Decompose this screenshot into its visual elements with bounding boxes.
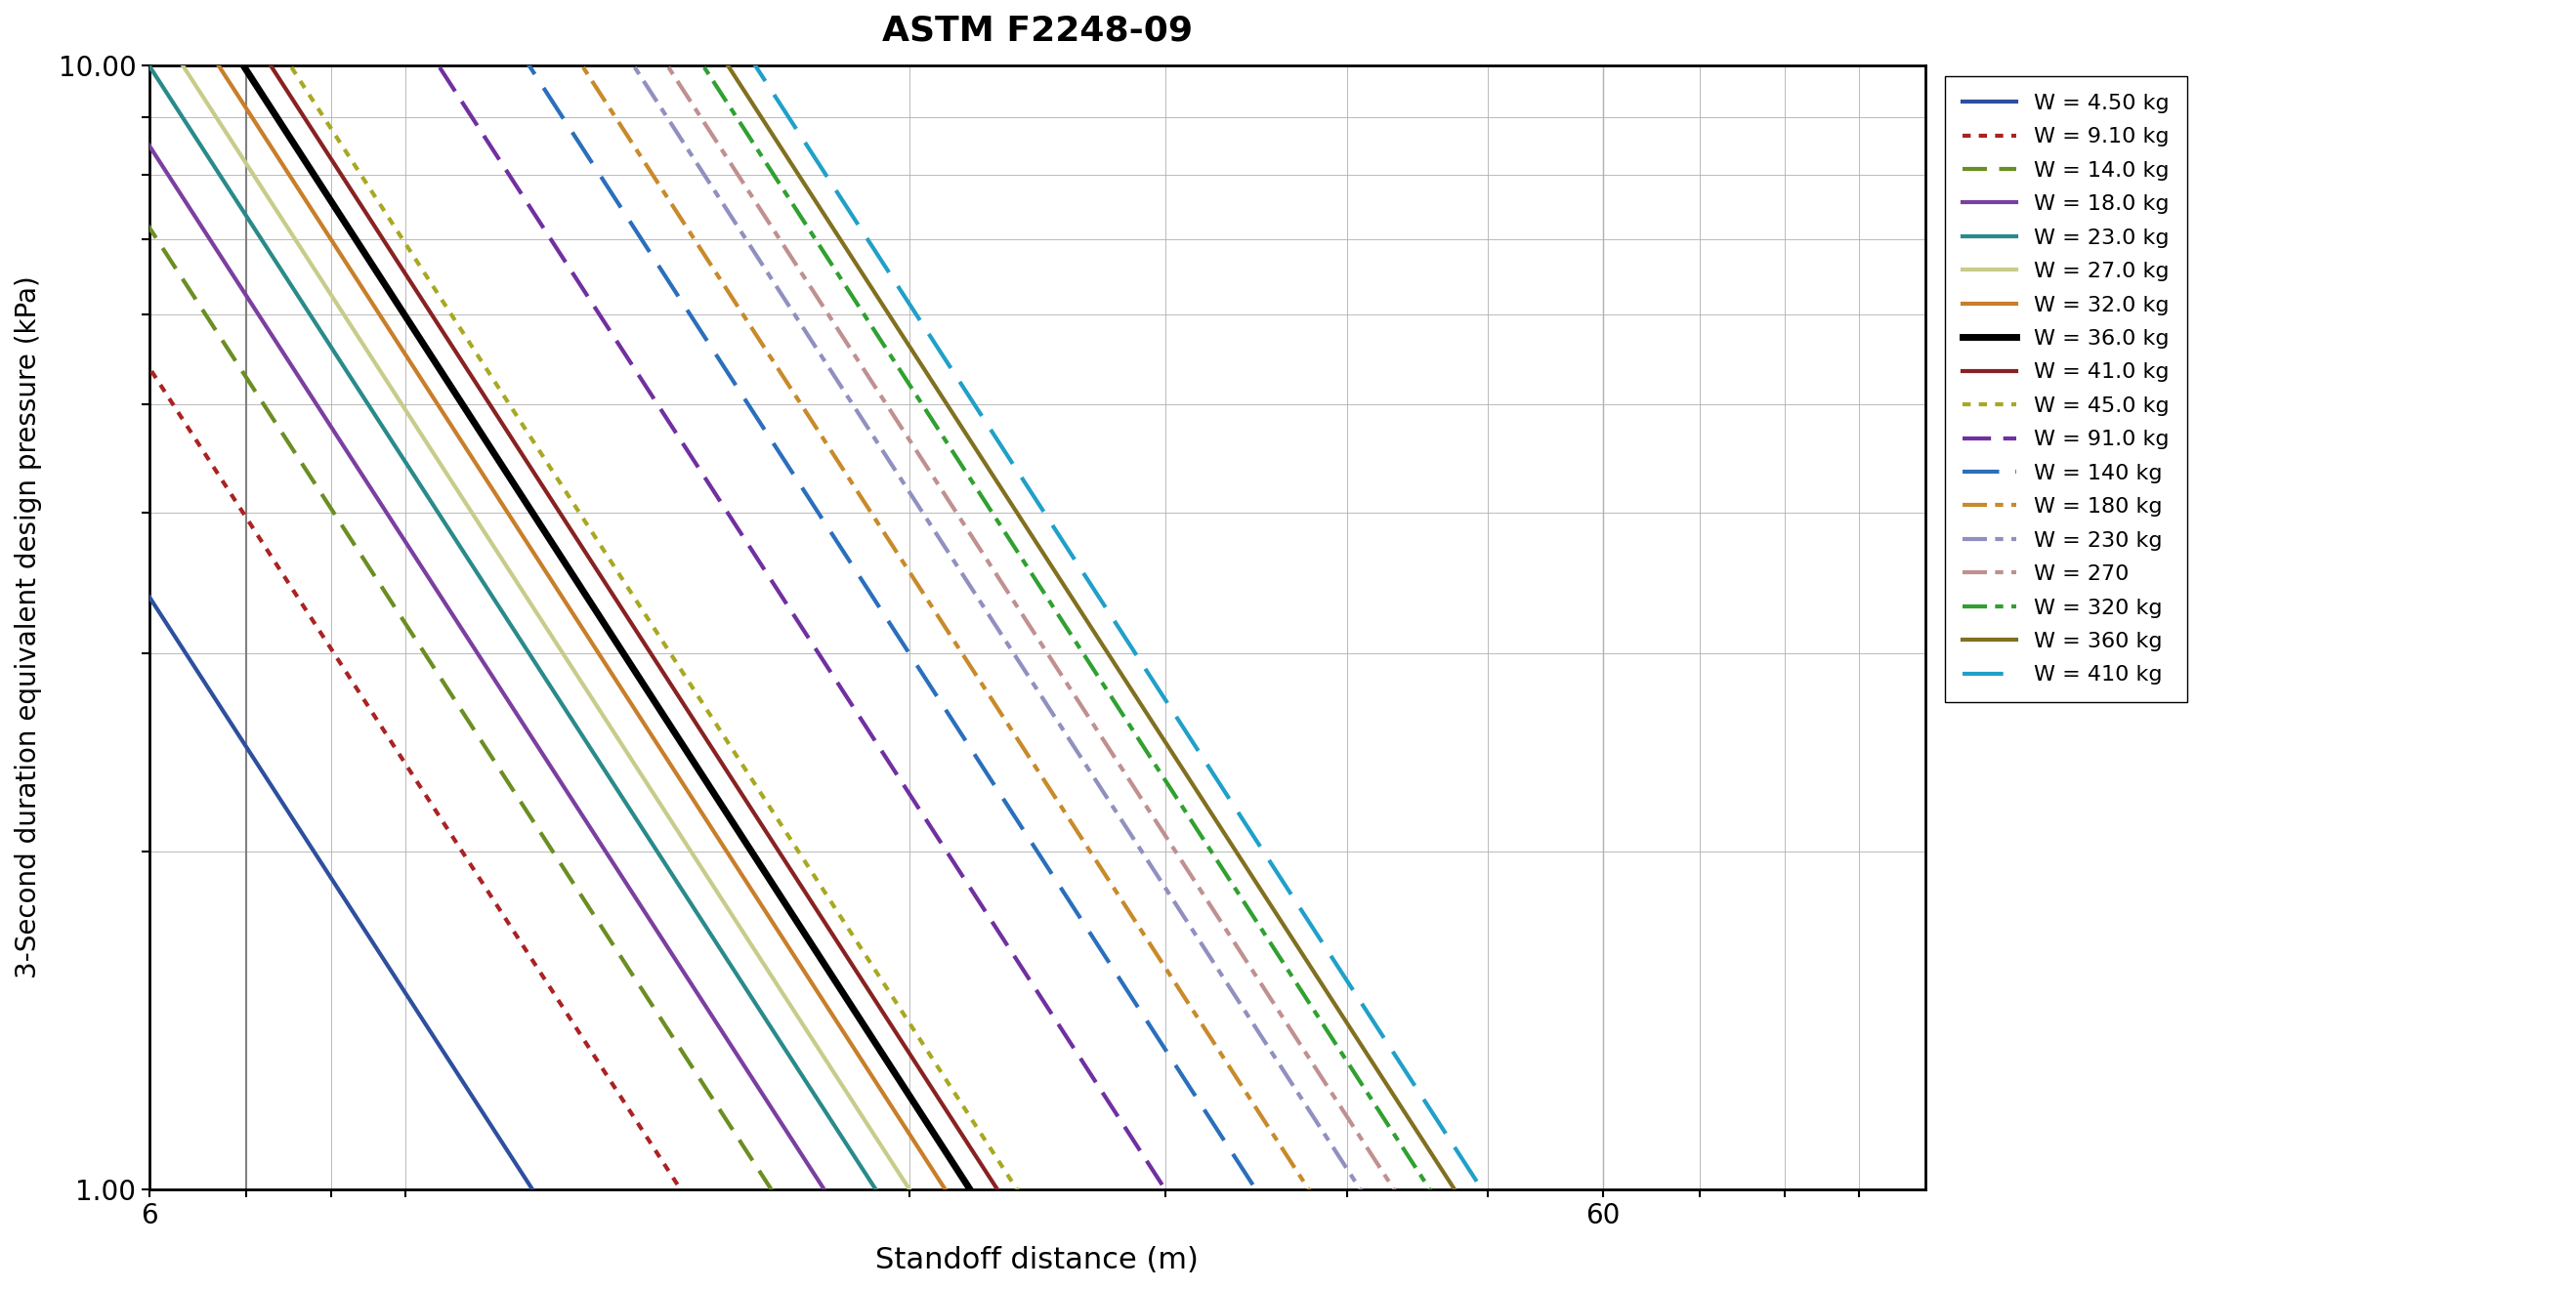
Line: W = 230 kg: W = 230 kg [142,0,1932,1289]
Line: W = 18.0 kg: W = 18.0 kg [142,135,1932,1289]
Title: ASTM F2248-09: ASTM F2248-09 [881,14,1193,48]
W = 41.0 kg [914,1079,945,1094]
W = 9.10 kg [126,349,157,365]
W = 230 kg [1355,1199,1386,1214]
W = 36.0 kg [309,184,340,200]
W = 320 kg [1355,1090,1386,1106]
W = 360 kg [914,371,945,387]
W = 27.0 kg [309,278,340,294]
W = 27.0 kg [850,1115,881,1130]
W = 18.0 kg [126,128,157,143]
W = 270 [850,365,881,380]
W = 91.0 kg [914,819,945,834]
W = 14.0 kg [309,492,340,508]
Line: W = 45.0 kg: W = 45.0 kg [142,0,1932,1289]
Line: W = 320 kg: W = 320 kg [142,0,1932,1289]
Line: W = 14.0 kg: W = 14.0 kg [142,218,1932,1289]
Line: W = 32.0 kg: W = 32.0 kg [142,0,1932,1289]
W = 45.0 kg [309,112,340,128]
W = 140 kg [850,579,881,594]
W = 270 [1355,1146,1386,1161]
X-axis label: Standoff distance (m): Standoff distance (m) [876,1246,1198,1275]
W = 18.0 kg [850,1246,881,1262]
W = 410 kg [850,229,881,245]
Line: W = 41.0 kg: W = 41.0 kg [142,0,1932,1289]
W = 410 kg [914,329,945,344]
Line: W = 36.0 kg: W = 36.0 kg [142,0,1932,1289]
W = 180 kg [850,498,881,513]
W = 23.0 kg [850,1167,881,1182]
W = 27.0 kg [126,0,157,12]
W = 360 kg [1355,1053,1386,1069]
W = 320 kg [850,309,881,325]
W = 230 kg [914,517,945,532]
W = 36.0 kg [850,1021,881,1036]
Legend: W = 4.50 kg, W = 9.10 kg, W = 14.0 kg, W = 18.0 kg, W = 23.0 kg, W = 27.0 kg, W : W = 4.50 kg, W = 9.10 kg, W = 14.0 kg, W… [1945,76,2187,703]
Line: W = 270: W = 270 [142,0,1932,1289]
W = 45.0 kg [850,949,881,964]
W = 32.0 kg [309,223,340,238]
W = 230 kg [850,418,881,433]
W = 9.10 kg [309,633,340,648]
W = 410 kg [1522,1268,1553,1284]
W = 360 kg [850,272,881,287]
W = 4.50 kg [126,579,157,594]
Line: W = 140 kg: W = 140 kg [142,0,1932,1289]
Line: W = 27.0 kg: W = 27.0 kg [142,4,1932,1289]
W = 27.0 kg [914,1214,945,1230]
W = 180 kg [914,597,945,612]
W = 41.0 kg [850,978,881,994]
Line: W = 180 kg: W = 180 kg [142,0,1932,1289]
Line: W = 91.0 kg: W = 91.0 kg [142,0,1932,1289]
Line: W = 410 kg: W = 410 kg [142,0,1932,1289]
W = 23.0 kg [309,330,340,345]
W = 180 kg [1355,1279,1386,1289]
W = 45.0 kg [914,1048,945,1063]
Line: W = 23.0 kg: W = 23.0 kg [142,55,1932,1289]
W = 91.0 kg [850,719,881,735]
Y-axis label: 3-Second duration equivalent design pressure (kPa): 3-Second duration equivalent design pres… [15,276,41,978]
Line: W = 360 kg: W = 360 kg [142,0,1932,1289]
W = 41.0 kg [309,142,340,157]
W = 32.0 kg [850,1060,881,1075]
W = 140 kg [914,679,945,695]
W = 14.0 kg [126,210,157,226]
W = 320 kg [914,410,945,425]
W = 36.0 kg [914,1120,945,1136]
Line: W = 9.10 kg: W = 9.10 kg [142,357,1932,1289]
W = 32.0 kg [914,1159,945,1174]
W = 410 kg [1355,1011,1386,1026]
W = 18.0 kg [309,410,340,425]
W = 23.0 kg [126,48,157,63]
W = 270 [914,465,945,481]
W = 4.50 kg [309,861,340,877]
W = 23.0 kg [914,1267,945,1283]
Line: W = 4.50 kg: W = 4.50 kg [142,586,1932,1289]
